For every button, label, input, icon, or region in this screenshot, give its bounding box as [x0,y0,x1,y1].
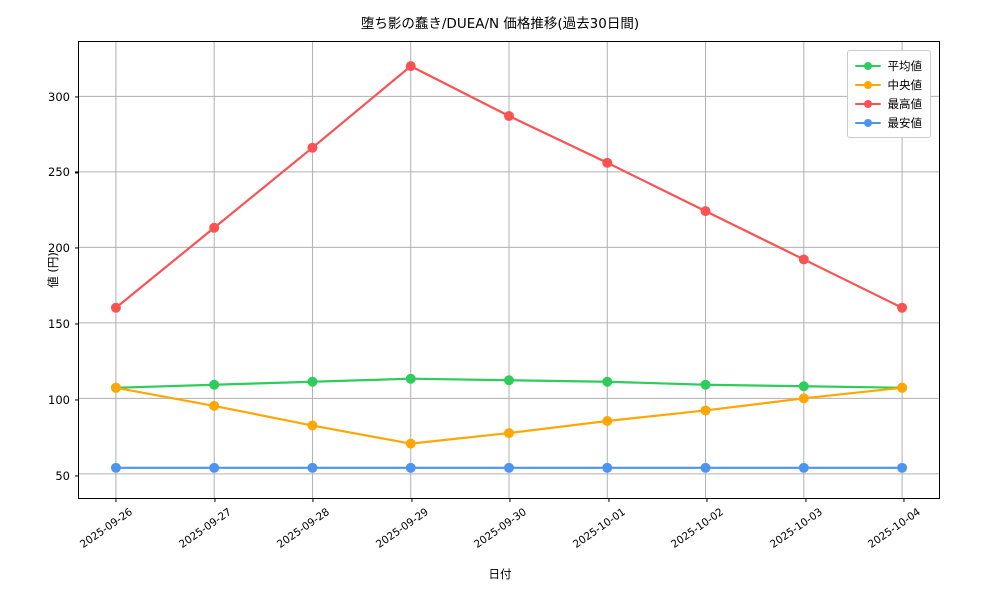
x-tick-mark [509,498,511,502]
data-point [110,302,121,313]
chart-title: 堕ち影の蠢き/DUEA/N 価格推移(過去30日間) [360,16,640,32]
data-point [504,111,514,121]
plot-inner [79,42,939,498]
y-axis-label: 値 (円) [46,252,60,288]
data-point [405,462,416,473]
data-point [897,462,908,473]
y-tick-mark [75,171,79,173]
legend-swatch-icon [854,117,881,129]
legend-label: 平均値 [887,58,923,73]
data-point [209,462,220,473]
legend-swatch-icon [854,60,881,72]
x-tick-label: 2025-09-27 [176,506,234,551]
legend-label: 最高値 [887,96,923,111]
legend-item-平均値[interactable]: 平均値 [854,56,923,75]
y-tick-mark [75,475,79,477]
y-tick-label: 200 [48,241,70,256]
data-point [504,375,514,386]
series-平均値 [110,373,908,393]
series-最安値 [110,462,908,473]
data-point [700,206,711,217]
data-point [798,393,809,404]
y-tick-label: 100 [48,392,70,407]
legend-swatch-icon [854,98,881,110]
data-point [897,382,908,393]
legend-item-最安値[interactable]: 最安値 [854,113,923,132]
x-tick-label: 2025-10-03 [767,506,825,551]
legend-label: 中央値 [887,77,923,92]
x-axis-label: 日付 [488,567,512,581]
x-tick-mark [312,498,314,502]
y-tick-mark [75,247,79,249]
x-tick-mark [903,498,905,502]
data-point [798,381,809,392]
y-tick-mark [75,323,79,325]
data-point [700,379,711,390]
data-point [504,462,514,473]
x-tick-label: 2025-10-02 [669,506,726,551]
y-tick-label: 150 [48,317,70,332]
data-point [602,376,613,387]
data-point [602,416,613,426]
data-point [110,382,121,393]
legend-swatch-icon [854,79,881,91]
data-point [700,405,711,416]
y-tick-label: 50 [55,468,70,483]
y-tick-label: 300 [48,89,70,104]
x-tick-label: 2025-09-29 [373,506,431,551]
data-point [504,428,514,439]
data-point [798,254,809,265]
data-point [110,462,121,473]
data-point [209,400,220,411]
y-tick-mark [75,96,79,98]
data-point [700,462,711,473]
legend-label: 最安値 [887,115,923,130]
x-tick-label: 2025-09-28 [275,506,332,551]
x-tick-label: 2025-09-30 [472,506,529,551]
series-中央値 [110,382,908,449]
data-point [405,61,416,72]
x-tick-mark [706,498,708,502]
x-tick-mark [804,498,807,502]
x-tick-label: 2025-10-01 [570,506,628,551]
data-point [405,373,416,384]
data-point [405,438,416,449]
data-point [209,379,220,390]
data-point [602,157,613,168]
data-point [307,376,318,387]
series-最高値 [110,61,908,313]
data-point [798,462,809,473]
x-tick-label: 2025-09-26 [78,506,135,551]
x-tick-label: 2025-10-04 [866,506,923,551]
data-point [307,462,318,473]
x-tick-mark [115,498,117,502]
legend-item-中央値[interactable]: 中央値 [854,75,923,94]
y-tick-label: 250 [48,165,70,180]
data-point [897,302,908,313]
series-lines [110,61,908,473]
x-tick-mark [607,498,610,502]
data-point [209,222,220,233]
data-point [307,420,318,431]
data-point [602,462,613,473]
plot-area: 値 (円) 50 100 150 200 250 300 2025-09-26 2025-0… [46,41,940,551]
chart-legend: 平均値中央値最高値最安値 [846,50,931,138]
legend-item-最高値[interactable]: 最高値 [854,94,923,113]
y-tick-mark [75,399,79,401]
data-point [307,142,318,153]
x-tick-mark [410,498,413,502]
x-tick-mark [213,498,216,502]
